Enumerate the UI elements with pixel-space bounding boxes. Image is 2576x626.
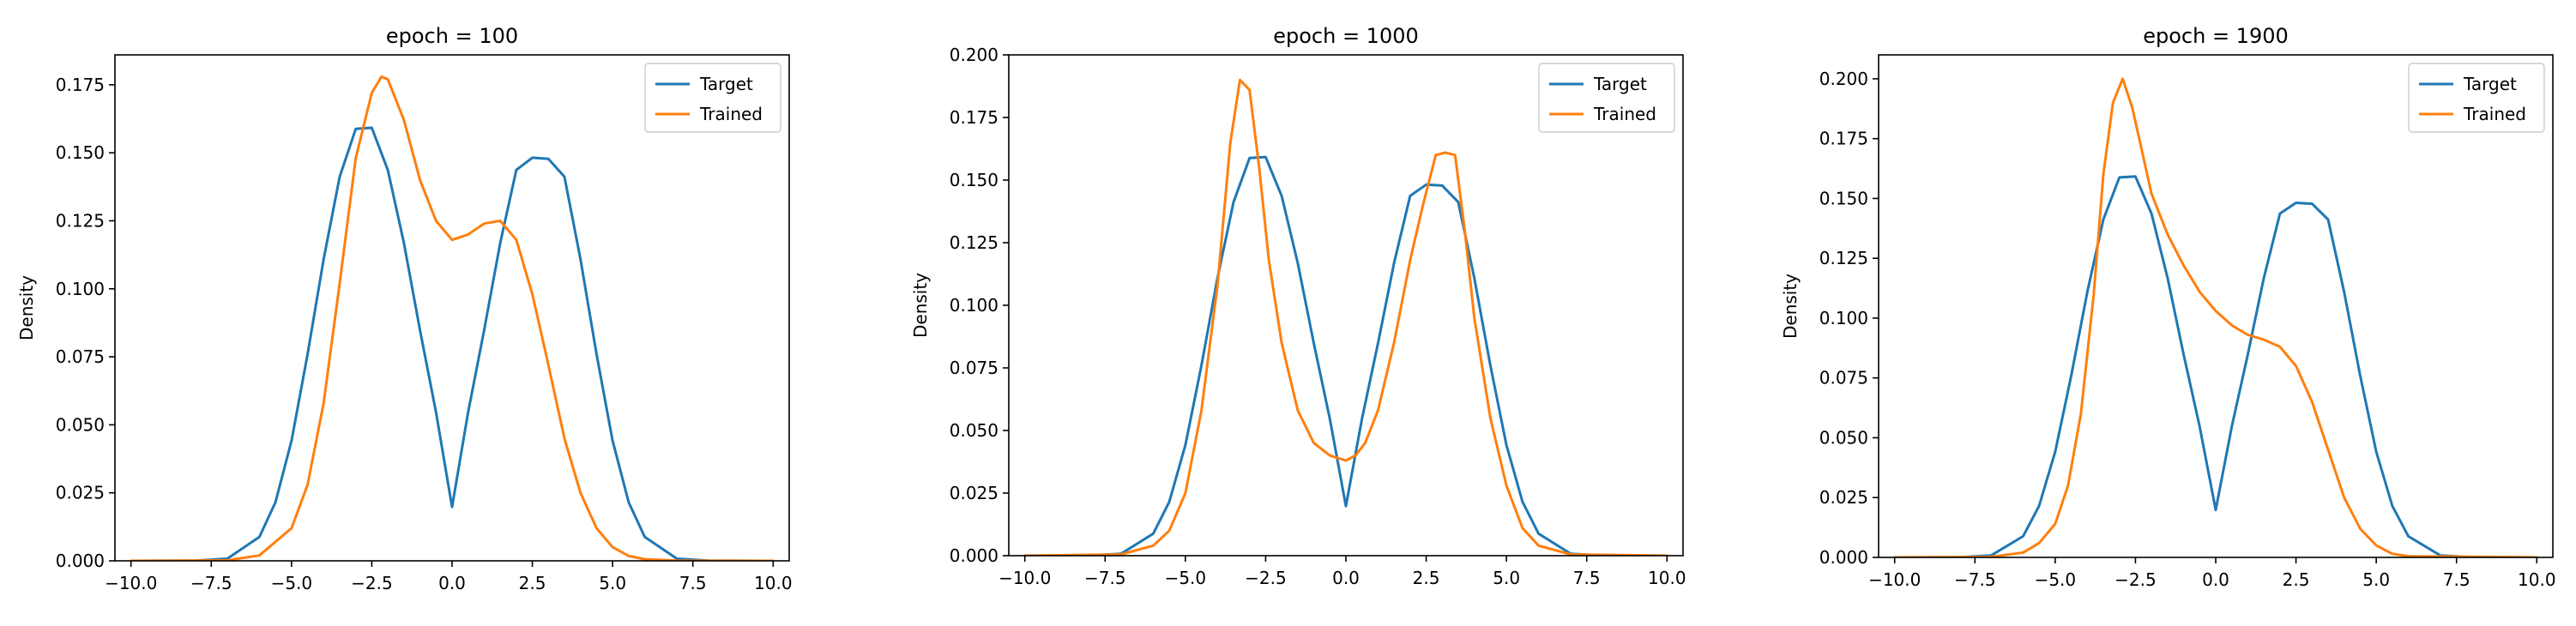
x-tick-label: 10.0 (1648, 568, 1686, 588)
x-tick-label: −2.5 (2114, 569, 2157, 590)
y-axis-label: Density (16, 275, 37, 340)
legend-label: Target (2463, 74, 2517, 94)
y-tick-label: 0.150 (1819, 188, 1868, 208)
x-tick-label: 7.5 (1573, 568, 1601, 588)
legend-label: Target (699, 74, 753, 94)
y-tick-label: 0.175 (56, 75, 105, 95)
y-tick-label: 0.200 (1819, 69, 1868, 89)
x-tick-label: 5.0 (2362, 569, 2390, 590)
y-tick-label: 0.000 (950, 545, 998, 566)
y-tick-label: 0.050 (56, 414, 105, 435)
x-tick-label: −7.5 (1954, 569, 1996, 590)
y-tick-label: 0.000 (1819, 547, 1868, 568)
y-tick-label: 0.075 (56, 346, 105, 367)
series-line-target (1893, 175, 2538, 557)
y-tick-label: 0.175 (1819, 129, 1868, 149)
x-tick-label: −10.0 (105, 573, 157, 593)
y-tick-label: 0.200 (950, 45, 998, 65)
series-line-target (130, 126, 775, 561)
y-tick-label: 0.100 (1819, 308, 1868, 328)
legend-label: Target (1593, 74, 1647, 94)
chart-title: epoch = 1900 (2143, 24, 2289, 48)
y-tick-label: 0.150 (950, 170, 998, 190)
x-tick-label: 5.0 (1493, 568, 1520, 588)
series-line-trained (1023, 78, 1668, 556)
y-tick-label: 0.000 (56, 551, 105, 571)
x-tick-label: 7.5 (679, 573, 707, 593)
y-tick-label: 0.025 (56, 483, 105, 503)
chart-title: epoch = 100 (386, 24, 518, 48)
y-tick-label: 0.125 (950, 232, 998, 253)
x-tick-label: 2.5 (1413, 568, 1440, 588)
series-line-trained (130, 75, 775, 561)
x-tick-label: −5.0 (1165, 568, 1207, 588)
plot-frame (1878, 54, 2554, 558)
y-tick-label: 0.050 (1819, 427, 1868, 448)
y-tick-label: 0.125 (1819, 248, 1868, 268)
x-tick-label: 2.5 (2283, 569, 2310, 590)
legend-label: Trained (2463, 104, 2526, 124)
x-tick-label: 2.5 (519, 573, 546, 593)
x-tick-label: −10.0 (998, 568, 1051, 588)
x-tick-label: 10.0 (2518, 569, 2556, 590)
x-tick-label: −5.0 (2035, 569, 2077, 590)
x-tick-label: −7.5 (1084, 568, 1126, 588)
y-axis-label: Density (1780, 274, 1801, 339)
x-tick-label: 0.0 (438, 573, 466, 593)
y-tick-label: 0.175 (950, 107, 998, 128)
legend: Target Trained (1538, 63, 1675, 133)
y-axis-label: Density (910, 273, 931, 338)
legend-label: Trained (1593, 104, 1656, 124)
series-line-target (1023, 155, 1668, 556)
x-tick-label: 7.5 (2443, 569, 2470, 590)
y-tick-label: 0.100 (56, 279, 105, 299)
x-tick-label: −2.5 (1245, 568, 1287, 588)
x-tick-label: 0.0 (2202, 569, 2229, 590)
y-tick-label: 0.075 (950, 358, 998, 378)
x-tick-label: −10.0 (1868, 569, 1921, 590)
x-tick-label: −7.5 (190, 573, 232, 593)
x-tick-label: −5.0 (271, 573, 313, 593)
x-tick-label: 5.0 (599, 573, 626, 593)
series-line-trained (1893, 77, 2538, 557)
y-tick-label: 0.025 (950, 483, 998, 503)
y-tick-label: 0.025 (1819, 487, 1868, 508)
plot-frame (1008, 54, 1684, 557)
y-tick-label: 0.100 (950, 295, 998, 316)
subplot-1: −10.0 −7.5 −5.0 −2.5 0.0 2.5 5.0 7.5 10.0 0.000 0.… (16, 24, 793, 593)
x-tick-label: 10.0 (754, 573, 793, 593)
subplot-3: −10.0 −7.5 −5.0 −2.5 0.0 2.5 5.0 7.5 10.0 0.000 0.… (1780, 24, 2556, 590)
y-tick-label: 0.050 (950, 420, 998, 441)
legend: Target Trained (2408, 63, 2545, 133)
subplot-2: −10.0 −7.5 −5.0 −2.5 0.0 2.5 5.0 7.5 10.0 0.000 0.… (910, 24, 1686, 588)
y-tick-label: 0.150 (56, 142, 105, 163)
y-tick-label: 0.075 (1819, 368, 1868, 388)
y-tick-label: 0.125 (56, 210, 105, 231)
legend: Target Trained (644, 63, 781, 133)
x-tick-label: −2.5 (351, 573, 393, 593)
x-tick-label: 0.0 (1332, 568, 1360, 588)
legend-label: Trained (699, 104, 763, 124)
chart-title: epoch = 1000 (1273, 24, 1419, 48)
plot-frame (114, 54, 790, 562)
